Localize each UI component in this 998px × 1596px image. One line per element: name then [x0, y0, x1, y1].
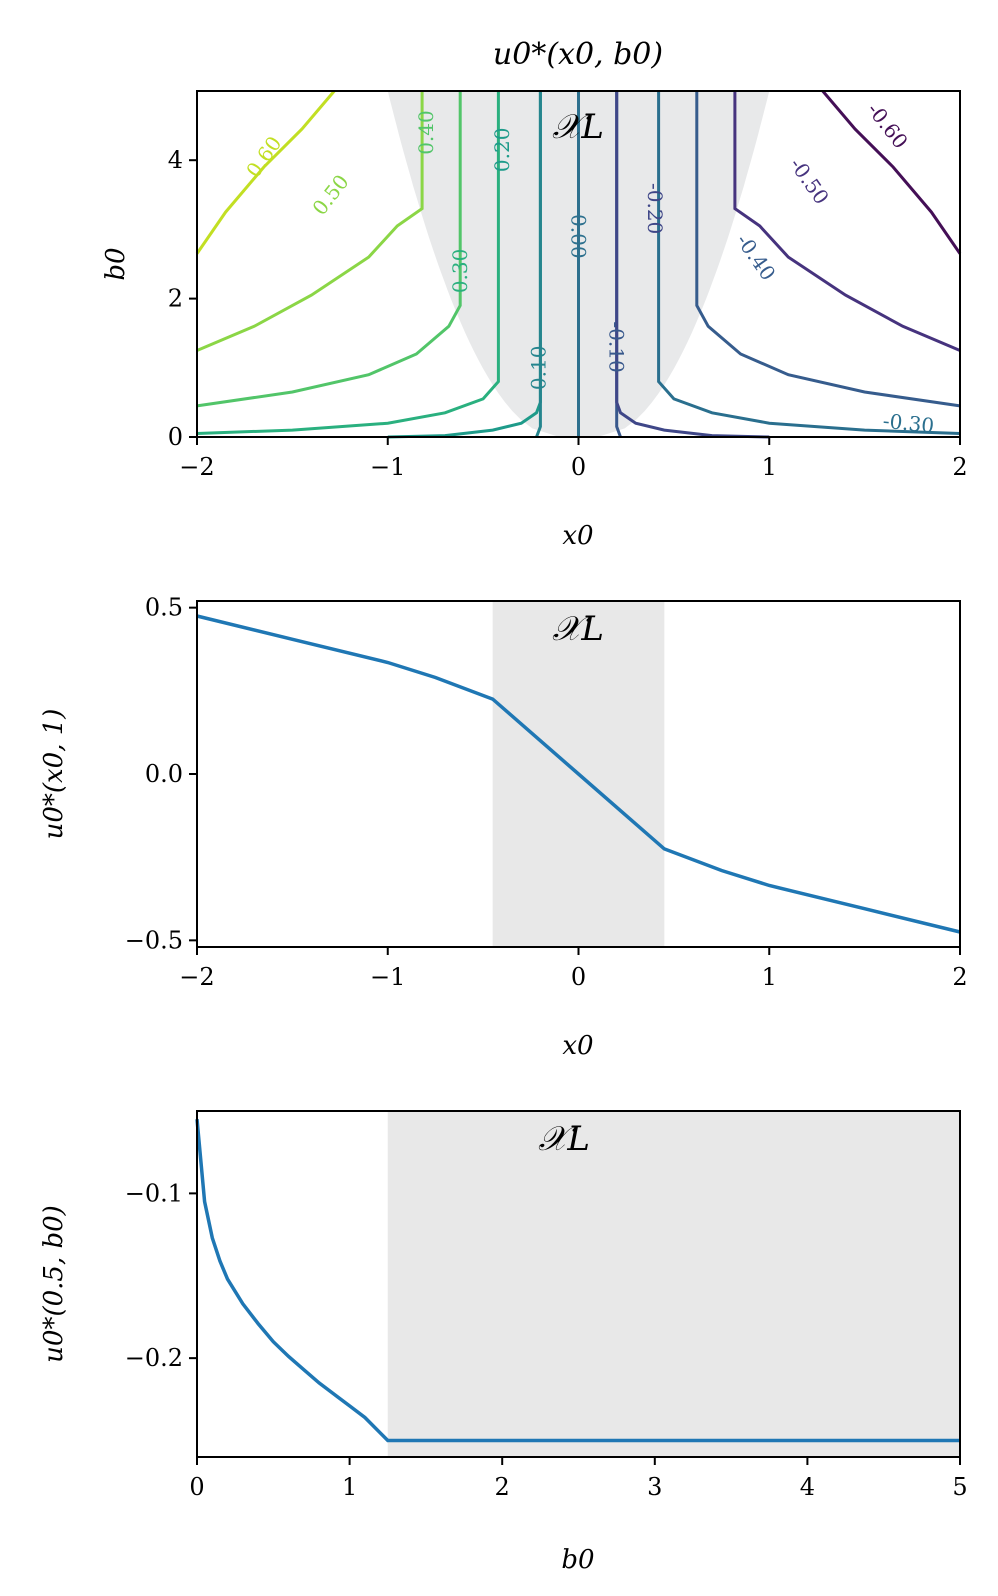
y-tick-label: 2 [168, 285, 183, 313]
contour-panel: 0.600.500.400.300.200.100.00-0.10-0.20-0… [101, 37, 968, 551]
x-tick-label: −1 [370, 963, 405, 991]
x-tick-label: 2 [495, 1473, 510, 1501]
contour-label: 0.10 [526, 346, 550, 391]
x-tick-label: 0 [571, 453, 586, 481]
y-tick-label: 4 [168, 146, 183, 174]
contour-line [195, 90, 336, 255]
x-tick-label: 1 [342, 1473, 357, 1501]
contour-lines [195, 90, 962, 439]
region-label: 𝒳L [552, 107, 604, 147]
y-tick-label: −0.2 [125, 1344, 183, 1372]
y-tick-label: 0.5 [145, 594, 183, 622]
x-axis-label: x0 [562, 521, 593, 551]
contour-line [196, 91, 424, 352]
contour-label: 0.20 [490, 128, 514, 173]
axis-ticks: −2 −1 0 1 2 0 2 4 [168, 146, 968, 481]
contour-line [615, 91, 770, 439]
x-tick-label: 3 [647, 1473, 662, 1501]
y-tick-label: 0.0 [145, 760, 183, 788]
contour-label: 0.40 [414, 110, 438, 155]
y-tick-label: 0 [168, 423, 183, 451]
line-panel-b0: 𝒳L 0 1 2 3 4 5 −0.1 −0.2 b0 u0*(0.5, b0) [39, 1110, 968, 1575]
y-tick-label: −0.1 [125, 1179, 183, 1207]
region-label: 𝒳L [538, 1119, 590, 1159]
x-tick-label: −1 [370, 453, 405, 481]
plot-frame [196, 1110, 961, 1458]
y-axis-label: u0*(0.5, b0) [39, 1205, 69, 1363]
contour-label: 0.00 [567, 214, 591, 259]
region-label: 𝒳L [552, 609, 604, 649]
contour-line [535, 91, 542, 438]
line-panel-x0: 𝒳L −2 −1 0 1 2 0.5 0.0 −0.5 x0 u0*(x0, 1) [39, 594, 968, 1061]
x-tick-label: 0 [571, 963, 586, 991]
x-tick-label: 4 [800, 1473, 815, 1501]
series-line [195, 1119, 960, 1443]
contour-line [695, 91, 961, 408]
contour-label: -0.20 [643, 183, 667, 234]
axis-ticks: −2 −1 0 1 2 0.5 0.0 −0.5 [125, 594, 968, 991]
x-tick-label: 1 [762, 963, 777, 991]
x-tick-label: 1 [762, 453, 777, 481]
contour-label: -0.30 [882, 409, 936, 438]
contour-line [196, 91, 500, 435]
contour-label: 0.30 [448, 249, 472, 294]
contour-line [657, 91, 961, 435]
series-line [196, 614, 961, 934]
region-shading [387, 1111, 960, 1457]
contour-line [821, 90, 962, 255]
contour-label: -0.10 [605, 321, 629, 372]
contour-label: -0.50 [785, 153, 834, 209]
contour-line [196, 91, 462, 408]
region-fill [387, 1111, 960, 1457]
contour-line [733, 91, 961, 352]
series-lines [195, 1119, 960, 1443]
series-lines [196, 614, 961, 934]
x-tick-label: 2 [952, 963, 967, 991]
y-axis-label: b0 [101, 247, 131, 280]
x-axis-label: x0 [562, 1031, 593, 1061]
x-tick-label: 2 [952, 453, 967, 481]
contour-label: -0.40 [731, 229, 780, 285]
x-tick-label: 5 [952, 1473, 967, 1501]
x-tick-label: −2 [179, 453, 214, 481]
y-tick-label: −0.5 [125, 926, 183, 954]
x-axis-label: b0 [561, 1545, 594, 1575]
x-tick-label: 0 [189, 1473, 204, 1501]
y-axis-label: u0*(x0, 1) [39, 709, 69, 840]
axis-ticks: 0 1 2 3 4 5 −0.1 −0.2 [125, 1179, 968, 1501]
chart-title: u0*(x0, b0) [493, 37, 663, 72]
x-tick-label: −2 [179, 963, 214, 991]
